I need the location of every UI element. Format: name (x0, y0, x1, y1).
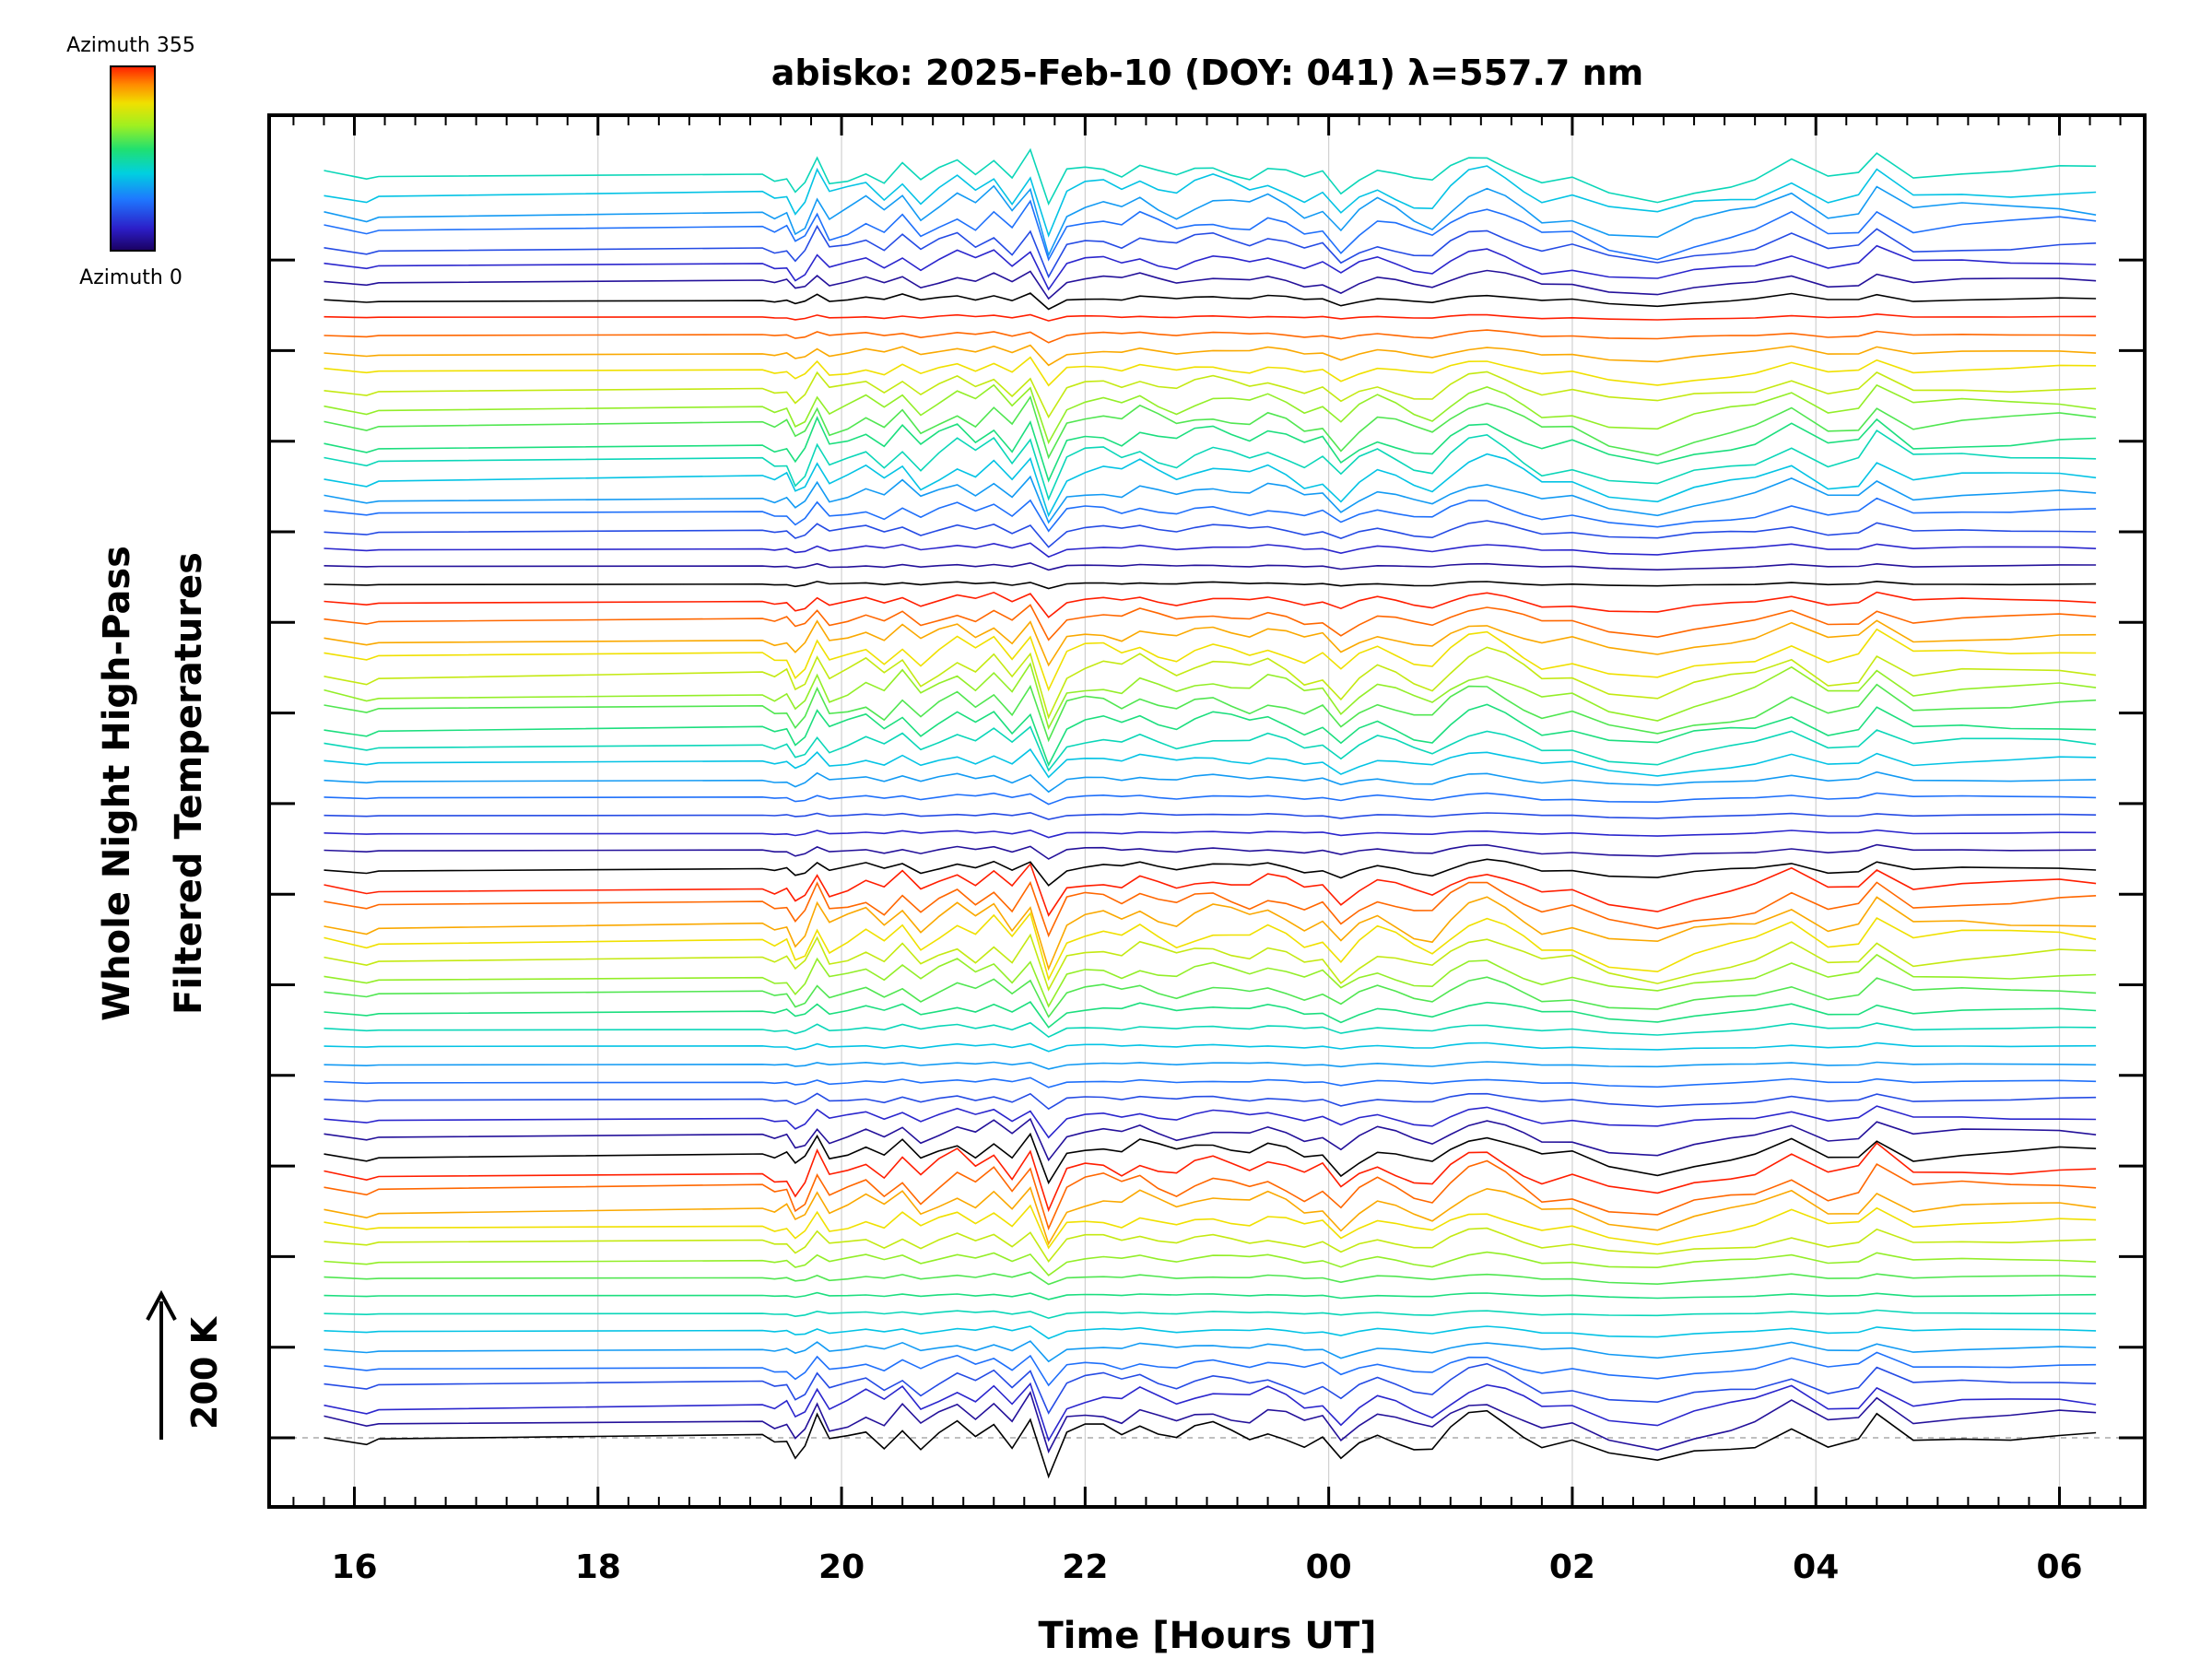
x-tick-label: 06 (2036, 1548, 2082, 1586)
x-tick-label: 00 (1306, 1548, 1352, 1586)
series-line (324, 475, 2097, 524)
x-tick-label: 18 (575, 1548, 621, 1586)
series-line (324, 829, 2097, 839)
series-line (324, 591, 2097, 618)
series-line (324, 344, 2097, 367)
series-line (324, 628, 2097, 692)
x-tick-label: 02 (1549, 1548, 1595, 1586)
series-line (324, 662, 2097, 731)
series-line (324, 416, 2097, 483)
series-line (324, 394, 2097, 460)
series-line (324, 858, 2097, 887)
series-line (324, 1351, 2097, 1387)
x-tick-label: 04 (1793, 1548, 1839, 1586)
chart-title: abisko: 2025-Feb-10 (DOY: 041) λ=557.7 n… (771, 53, 1643, 93)
scale-label: 200 K (184, 1315, 225, 1430)
series-line (324, 1041, 2097, 1053)
series-line (324, 199, 2097, 262)
series-line (324, 312, 2097, 322)
series-line (324, 862, 2097, 917)
series-line (324, 520, 2097, 548)
colorbar-gradient (110, 65, 156, 252)
colorbar-top-label: Azimuth 355 (66, 34, 195, 57)
series-line (324, 244, 2097, 291)
series-line (324, 1391, 2097, 1454)
series-line (324, 1001, 2097, 1029)
series-line (324, 1204, 2097, 1250)
series-line (324, 1271, 2097, 1286)
series-line (324, 792, 2097, 806)
series-line (324, 953, 2097, 1008)
series-line (324, 1227, 2097, 1263)
series-line (324, 184, 2097, 258)
series-line (324, 747, 2097, 779)
scale-arrow-head (146, 1289, 177, 1321)
series-line (324, 561, 2097, 571)
series-line (324, 683, 2097, 743)
series-line (324, 1061, 2097, 1070)
series-line (324, 1291, 2097, 1300)
colorbar-bottom-label: Azimuth 0 (79, 266, 182, 289)
series-line (324, 1251, 2097, 1277)
series-line (324, 912, 2097, 982)
series-line (324, 1159, 2097, 1231)
x-axis-label: Time [Hours UT] (1039, 1615, 1377, 1657)
series-line (324, 1021, 2097, 1039)
series-line (324, 604, 2097, 641)
scale-bar: 200 K (146, 1289, 225, 1440)
series-line (324, 453, 2097, 518)
x-tick-labels: 16 18 20 22 00 02 04 06 (331, 1548, 2082, 1586)
series-line (324, 1309, 2097, 1320)
series-line (324, 292, 2097, 311)
series-line (324, 771, 2097, 794)
x-tick-label: 20 (818, 1548, 865, 1586)
series-line (324, 1105, 2097, 1139)
series-line (324, 429, 2097, 501)
series-line (324, 329, 2097, 344)
x-grid (353, 115, 2061, 1507)
series-line (324, 497, 2097, 533)
series-line (324, 371, 2097, 419)
series-line (324, 725, 2097, 772)
series-line (324, 356, 2097, 387)
x-tick-label: 22 (1062, 1548, 1108, 1586)
series-line (324, 1117, 2097, 1162)
series-line (324, 1142, 2097, 1213)
plot-series (324, 147, 2097, 1479)
series-line (324, 646, 2097, 720)
series-line (324, 1362, 2097, 1415)
series-line (324, 843, 2097, 860)
x-tick-label: 16 (331, 1548, 377, 1586)
y-axis-label-line1: Whole Night High-Pass (96, 546, 138, 1021)
series-line (324, 1325, 2097, 1340)
series-line (324, 165, 2097, 238)
series-line (324, 703, 2097, 767)
series-line (324, 1132, 2097, 1185)
series-line (324, 580, 2097, 590)
series-line (324, 1092, 2097, 1111)
series-line (324, 224, 2097, 279)
series-line (324, 880, 2097, 938)
series-line (324, 147, 2097, 206)
series-line (324, 933, 2097, 992)
series-line (324, 542, 2097, 559)
series-line (324, 383, 2097, 445)
series-line (324, 619, 2097, 667)
series-line (324, 1382, 2097, 1442)
series-line (324, 1340, 2097, 1363)
colorbar: Azimuth 355 Azimuth 0 (66, 34, 195, 289)
series-line (324, 976, 2097, 1018)
series-line (324, 811, 2097, 820)
series-line (324, 269, 2097, 300)
y-axis-label-line2: Filtered Temperatures (168, 552, 210, 1015)
plot-frame (267, 113, 2147, 1509)
series-line (324, 896, 2097, 971)
series-line (324, 1409, 2097, 1479)
axis-ticks (269, 115, 2145, 1507)
series-line (324, 1186, 2097, 1246)
series-line (324, 1077, 2097, 1088)
